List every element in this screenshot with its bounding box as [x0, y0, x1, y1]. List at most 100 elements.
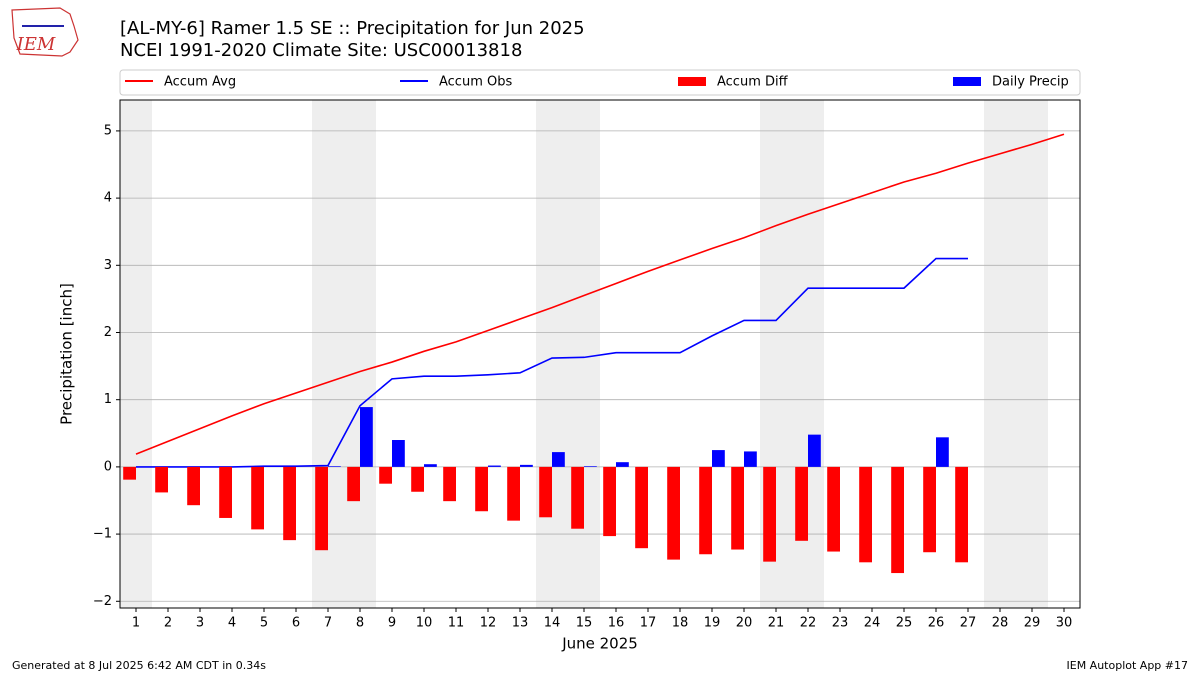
legend-label: Accum Obs — [439, 75, 512, 90]
series-line — [135, 133, 1065, 455]
legend-swatch — [953, 77, 981, 86]
x-tick-label: 24 — [864, 616, 881, 631]
x-tick-label: 23 — [832, 616, 849, 631]
legend-label: Accum Diff — [717, 75, 789, 90]
bar — [635, 466, 648, 549]
x-tick-label: 29 — [1024, 616, 1041, 631]
footer-right: IEM Autoplot App #17 — [1067, 659, 1189, 672]
bar — [360, 407, 373, 467]
bar — [584, 466, 597, 467]
bar — [955, 466, 968, 563]
bar — [891, 466, 904, 574]
x-tick-label: 22 — [800, 616, 817, 631]
bar — [744, 451, 757, 467]
x-tick-label: 6 — [292, 616, 300, 631]
logo-outline — [11, 7, 79, 57]
x-tick-label: 10 — [416, 616, 433, 631]
bar — [411, 466, 424, 492]
x-tick-label: 9 — [388, 616, 396, 631]
bar — [123, 466, 136, 480]
bar — [507, 466, 520, 521]
bar — [667, 466, 680, 560]
x-tick-label: 4 — [228, 616, 236, 631]
x-axis-label: June 2025 — [561, 635, 638, 653]
chart-subtitle: NCEI 1991-2020 Climate Site: USC00013818 — [120, 40, 522, 61]
x-tick-label: 30 — [1056, 616, 1073, 631]
bar — [552, 452, 565, 467]
bar — [187, 466, 200, 506]
bar — [315, 466, 328, 551]
x-tick-label: 21 — [768, 616, 785, 631]
bar — [520, 464, 533, 467]
legend-swatch — [678, 77, 706, 86]
bar — [936, 437, 949, 467]
bar — [539, 466, 552, 518]
x-tick-label: 25 — [896, 616, 913, 631]
bar — [795, 466, 808, 541]
bar — [264, 466, 277, 467]
plot-area — [120, 100, 1080, 608]
bar — [827, 466, 840, 552]
x-tick-label: 16 — [608, 616, 625, 631]
bar — [219, 466, 232, 518]
bar — [347, 466, 360, 502]
logo-text: IEM — [16, 34, 56, 55]
x-tick-label: 19 — [704, 616, 721, 631]
x-tick-label: 26 — [928, 616, 945, 631]
weekend-shade — [984, 100, 1048, 608]
x-tick-label: 3 — [196, 616, 204, 631]
x-tick-label: 20 — [736, 616, 753, 631]
bar — [424, 464, 437, 467]
x-tick-label: 13 — [512, 616, 529, 631]
y-tick-label: −1 — [93, 527, 112, 542]
bar — [475, 466, 488, 512]
weekend-shade — [536, 100, 600, 608]
x-tick-label: 14 — [544, 616, 561, 631]
bar — [379, 466, 392, 484]
bar — [155, 466, 168, 493]
bar — [443, 466, 456, 502]
y-tick-label: 1 — [104, 392, 112, 407]
x-tick-label: 5 — [260, 616, 268, 631]
x-tick-label: 17 — [640, 616, 657, 631]
y-tick-label: 2 — [104, 325, 112, 340]
bar — [808, 434, 821, 467]
bar — [699, 466, 712, 555]
y-tick-label: 4 — [104, 191, 112, 206]
y-tick-label: 3 — [104, 258, 112, 273]
bar — [712, 450, 725, 467]
weekend-shade — [120, 100, 152, 608]
footer-left: Generated at 8 Jul 2025 6:42 AM CDT in 0… — [12, 659, 266, 672]
bar — [571, 466, 584, 529]
x-tick-label: 11 — [448, 616, 465, 631]
x-tick-label: 7 — [324, 616, 332, 631]
legend-box — [119, 69, 1081, 96]
legend-label: Accum Avg — [164, 75, 236, 90]
bar — [283, 466, 296, 541]
y-tick-label: 0 — [104, 459, 112, 474]
bar — [859, 466, 872, 563]
x-tick-label: 28 — [992, 616, 1009, 631]
y-tick-label: 5 — [104, 123, 112, 138]
bar — [488, 465, 501, 467]
x-tick-label: 18 — [672, 616, 689, 631]
bar — [616, 462, 629, 467]
chart-title: [AL-MY-6] Ramer 1.5 SE :: Precipitation … — [120, 18, 585, 39]
bar — [923, 466, 936, 553]
plot-frame — [119, 99, 1081, 609]
x-tick-label: 15 — [576, 616, 593, 631]
x-tick-label: 12 — [480, 616, 497, 631]
bar — [328, 466, 341, 467]
bar — [603, 466, 616, 537]
legend-label: Daily Precip — [992, 75, 1069, 90]
bar — [763, 466, 776, 562]
bar — [251, 466, 264, 530]
x-tick-label: 1 — [132, 616, 140, 631]
bar — [392, 440, 405, 467]
x-tick-label: 8 — [356, 616, 364, 631]
x-tick-label: 27 — [960, 616, 977, 631]
y-axis-label: Precipitation [inch] — [58, 283, 76, 425]
x-tick-label: 2 — [164, 616, 172, 631]
bar — [731, 466, 744, 550]
